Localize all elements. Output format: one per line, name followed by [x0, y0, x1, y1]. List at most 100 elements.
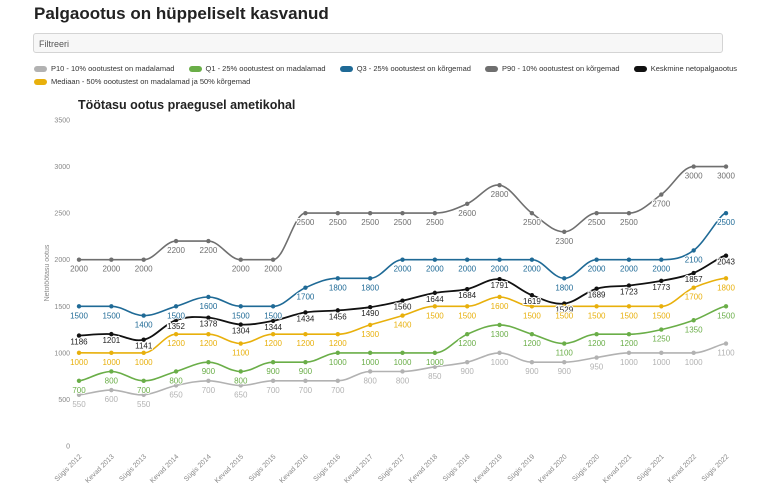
- data-point[interactable]: [238, 383, 243, 388]
- data-point[interactable]: [562, 229, 567, 234]
- data-point[interactable]: [562, 276, 567, 281]
- data-point[interactable]: [141, 313, 146, 318]
- data-point[interactable]: [529, 332, 535, 337]
- data-point[interactable]: [238, 304, 243, 309]
- data-point[interactable]: [691, 285, 696, 290]
- data-point[interactable]: [367, 350, 373, 356]
- data-point[interactable]: [76, 350, 82, 356]
- data-point[interactable]: [303, 210, 308, 216]
- data-point[interactable]: [723, 276, 729, 281]
- data-point[interactable]: [173, 383, 179, 388]
- legend-item-q1[interactable]: Q1 - 25% oootustest on madalamad: [188, 63, 326, 75]
- data-point[interactable]: [497, 257, 502, 262]
- data-point[interactable]: [562, 304, 567, 309]
- data-point[interactable]: [400, 350, 405, 356]
- data-point[interactable]: [529, 210, 535, 216]
- data-point[interactable]: [270, 359, 276, 365]
- data-point[interactable]: [626, 350, 632, 356]
- data-point[interactable]: [76, 257, 82, 262]
- data-point[interactable]: [594, 210, 599, 216]
- data-point[interactable]: [303, 359, 308, 365]
- data-point[interactable]: [529, 304, 535, 309]
- data-point[interactable]: [335, 378, 340, 383]
- data-point[interactable]: [594, 257, 599, 262]
- data-point[interactable]: [659, 278, 664, 284]
- data-point[interactable]: [562, 359, 567, 365]
- data-point[interactable]: [659, 304, 664, 309]
- data-point[interactable]: [400, 210, 405, 216]
- filter-input[interactable]: [34, 35, 722, 53]
- legend-item-q3[interactable]: Q3 - 25% oootustest on kõrgemad: [339, 63, 471, 75]
- data-point[interactable]: [76, 333, 82, 338]
- data-point[interactable]: [723, 341, 729, 346]
- data-point[interactable]: [367, 322, 373, 328]
- data-point[interactable]: [335, 332, 340, 337]
- data-point[interactable]: [497, 276, 502, 282]
- data-point[interactable]: [206, 315, 211, 320]
- data-point[interactable]: [691, 270, 696, 276]
- data-point[interactable]: [529, 359, 535, 365]
- data-point[interactable]: [206, 359, 211, 365]
- data-point[interactable]: [173, 369, 179, 374]
- legend-item-median[interactable]: Mediaan - 50% oootustest on madalamad ja…: [34, 76, 250, 88]
- data-point[interactable]: [691, 350, 696, 356]
- data-point[interactable]: [659, 257, 664, 262]
- data-point[interactable]: [303, 310, 308, 315]
- data-point[interactable]: [400, 313, 405, 318]
- data-point[interactable]: [206, 238, 211, 244]
- data-point[interactable]: [141, 378, 146, 383]
- data-point[interactable]: [723, 164, 729, 169]
- data-point[interactable]: [206, 332, 211, 337]
- data-point[interactable]: [173, 332, 179, 337]
- data-point[interactable]: [109, 304, 114, 309]
- data-point[interactable]: [303, 332, 308, 337]
- data-point[interactable]: [367, 305, 373, 310]
- data-point[interactable]: [400, 369, 405, 374]
- data-point[interactable]: [206, 294, 211, 300]
- data-point[interactable]: [562, 341, 567, 346]
- data-point[interactable]: [76, 392, 82, 397]
- data-point[interactable]: [335, 350, 340, 356]
- legend-item-p10[interactable]: P10 - 10% oootustest on madalamad: [34, 63, 174, 75]
- data-point[interactable]: [626, 304, 632, 309]
- data-point[interactable]: [238, 341, 243, 346]
- data-point[interactable]: [594, 355, 599, 360]
- data-point[interactable]: [723, 210, 729, 216]
- data-point[interactable]: [270, 378, 276, 383]
- data-point[interactable]: [141, 337, 146, 342]
- data-point[interactable]: [594, 332, 599, 337]
- data-point[interactable]: [432, 290, 438, 296]
- data-point[interactable]: [76, 304, 82, 309]
- data-point[interactable]: [594, 286, 599, 291]
- data-point[interactable]: [109, 257, 114, 262]
- data-point[interactable]: [626, 332, 632, 337]
- data-point[interactable]: [270, 304, 276, 309]
- data-point[interactable]: [465, 257, 470, 262]
- data-point[interactable]: [270, 257, 276, 262]
- data-point[interactable]: [141, 257, 146, 262]
- data-point[interactable]: [238, 257, 243, 262]
- data-point[interactable]: [497, 294, 502, 300]
- data-point[interactable]: [432, 257, 438, 262]
- data-point[interactable]: [109, 350, 114, 356]
- data-point[interactable]: [497, 322, 502, 328]
- data-point[interactable]: [723, 304, 729, 309]
- data-point[interactable]: [497, 183, 502, 188]
- data-point[interactable]: [238, 369, 243, 374]
- data-point[interactable]: [626, 283, 632, 288]
- data-point[interactable]: [594, 304, 599, 309]
- data-point[interactable]: [723, 253, 729, 258]
- data-point[interactable]: [691, 164, 696, 169]
- data-point[interactable]: [270, 318, 276, 324]
- data-point[interactable]: [109, 331, 114, 337]
- data-point[interactable]: [141, 350, 146, 356]
- data-point[interactable]: [465, 286, 470, 292]
- data-point[interactable]: [335, 308, 340, 313]
- data-point[interactable]: [367, 276, 373, 281]
- data-point[interactable]: [659, 350, 664, 356]
- data-point[interactable]: [303, 285, 308, 290]
- data-point[interactable]: [691, 248, 696, 253]
- data-point[interactable]: [432, 364, 438, 370]
- data-point[interactable]: [497, 350, 502, 356]
- data-point[interactable]: [270, 332, 276, 337]
